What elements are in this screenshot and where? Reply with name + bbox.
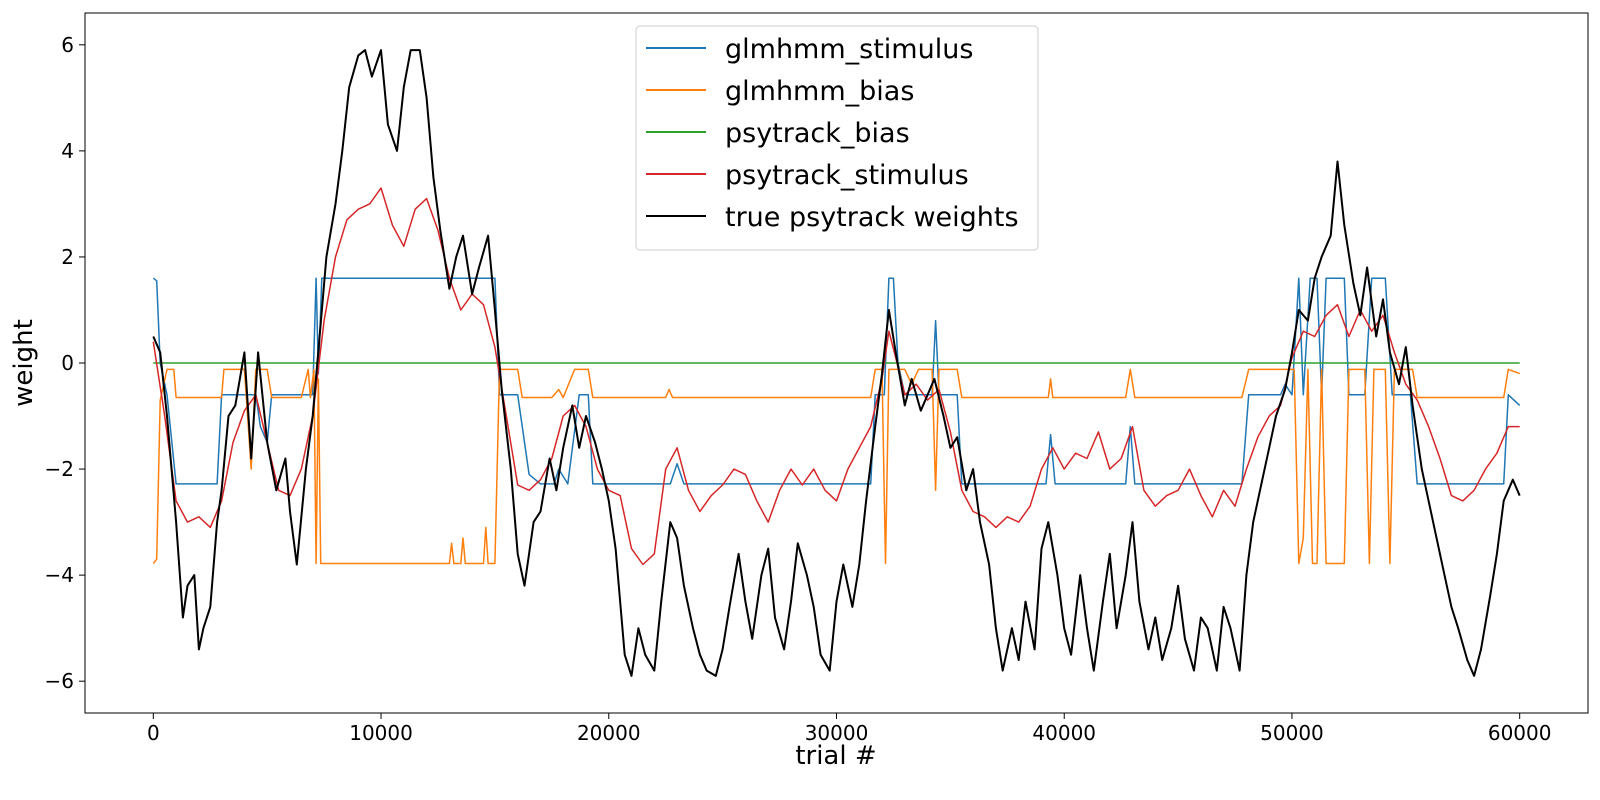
- y-tick-label: 6: [61, 33, 74, 57]
- y-tick-label: 4: [61, 139, 74, 163]
- x-axis: 0 10000 20000 30000 40000 50000 60000: [147, 713, 1552, 745]
- series-line-glmhmm-bias: [152, 368, 1520, 565]
- legend-label: glmhmm_bias: [725, 76, 914, 107]
- legend-label: psytrack_stimulus: [725, 160, 969, 191]
- x-tick-label: 20000: [577, 721, 641, 745]
- x-axis-label: trial #: [795, 741, 876, 771]
- legend-label: glmhmm_stimulus: [725, 34, 973, 65]
- x-tick-label: 10000: [349, 721, 413, 745]
- y-axis: −6 −4 −2 0 2 4 6: [45, 33, 85, 693]
- x-tick-label: 50000: [1260, 721, 1324, 745]
- y-tick-label: −2: [45, 457, 74, 481]
- y-tick-label: 0: [61, 351, 74, 375]
- series-line-true-psytrack-weights: [152, 49, 1521, 677]
- series-layer: [152, 49, 1521, 677]
- legend-label: psytrack_bias: [725, 118, 910, 149]
- y-tick-label: −6: [45, 669, 74, 693]
- legend-frame: [635, 25, 1039, 251]
- x-tick-label: 30000: [805, 721, 869, 745]
- x-tick-label: 0: [147, 721, 160, 745]
- legend: glmhmm_stimulus glmhmm_bias psytrack_biasp…: [635, 25, 1039, 251]
- y-tick-label: 2: [61, 245, 74, 269]
- legend-label: true psytrack weights: [725, 202, 1019, 233]
- x-tick-label: 40000: [1032, 721, 1096, 745]
- y-axis-label: weight: [9, 319, 39, 407]
- x-tick-label: 60000: [1488, 721, 1552, 745]
- y-tick-label: −4: [45, 563, 74, 587]
